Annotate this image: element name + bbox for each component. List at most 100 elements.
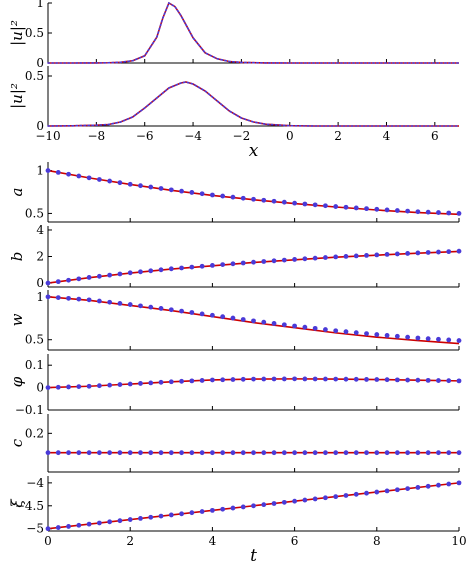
data-point <box>199 263 205 269</box>
data-point <box>281 199 287 205</box>
data-point <box>456 378 462 384</box>
x-tick-label: 6 <box>431 129 439 143</box>
data-point <box>425 336 431 342</box>
data-point <box>333 328 339 334</box>
data-point <box>353 253 359 259</box>
data-point <box>158 267 164 273</box>
data-point <box>353 330 359 336</box>
data-point <box>148 450 154 456</box>
data-point <box>76 522 82 528</box>
data-point <box>86 450 92 456</box>
data-point <box>210 450 215 456</box>
data-point <box>45 385 51 390</box>
data-point <box>271 501 277 506</box>
data-point <box>138 450 143 456</box>
data-point <box>210 312 215 318</box>
y-axis-label: b <box>8 252 26 262</box>
data-point <box>138 303 143 309</box>
data-point <box>302 256 308 262</box>
data-point <box>353 376 359 382</box>
data-point <box>271 376 277 382</box>
data-point <box>343 450 349 456</box>
panel-param-phi: −0.1 0 0.1 φ <box>8 354 462 417</box>
data-point <box>45 280 51 286</box>
series-numeric-line <box>47 81 459 127</box>
data-point <box>425 377 431 383</box>
data-point <box>446 249 452 255</box>
data-point <box>364 450 369 456</box>
data-point <box>436 482 441 488</box>
data-point <box>415 485 421 490</box>
data-point <box>261 319 267 325</box>
data-point <box>66 384 71 390</box>
data-point <box>292 498 297 504</box>
data-point <box>374 206 380 212</box>
x-tick-label: 4 <box>383 129 391 143</box>
data-point <box>96 383 102 389</box>
data-point <box>353 450 359 456</box>
data-point <box>312 255 318 261</box>
data-point <box>210 377 215 383</box>
data-point <box>86 521 92 527</box>
data-point <box>66 171 71 177</box>
data-point <box>86 383 92 389</box>
x-tick-label: 2 <box>334 129 342 143</box>
data-point <box>55 525 61 530</box>
data-point <box>86 275 92 280</box>
data-point <box>394 208 400 213</box>
data-point <box>55 450 61 456</box>
data-point <box>292 376 297 382</box>
data-point <box>138 183 143 189</box>
data-point <box>179 265 184 271</box>
data-point <box>251 376 256 382</box>
data-point <box>117 382 123 387</box>
data-point <box>127 181 133 187</box>
data-point <box>210 192 215 198</box>
data-point <box>168 512 174 518</box>
data-point <box>446 481 452 487</box>
data-point <box>138 269 143 275</box>
data-point <box>333 450 339 456</box>
data-point <box>45 526 51 532</box>
y-axis-label: w <box>8 313 26 326</box>
data-point <box>261 197 267 203</box>
data-point <box>127 381 133 387</box>
y-tick-label: 0.5 <box>25 333 44 347</box>
data-point <box>456 211 462 216</box>
data-point <box>374 252 380 258</box>
data-point <box>55 295 61 301</box>
data-point <box>456 338 462 343</box>
data-point <box>66 524 71 529</box>
y-tick-label: 0.5 <box>25 26 44 40</box>
data-point <box>148 514 154 520</box>
data-point <box>189 190 195 195</box>
data-point <box>240 504 246 510</box>
data-point <box>168 379 174 385</box>
panel-profile-final: 0 0.5 −10 −8 −6 −4 −2 0 2 4 6 |u|² x <box>8 66 460 161</box>
data-point <box>312 325 318 331</box>
data-point <box>117 180 123 186</box>
data-point <box>333 204 339 209</box>
data-point <box>343 376 349 382</box>
data-point <box>96 520 102 526</box>
data-point <box>179 450 184 456</box>
data-point <box>107 450 113 456</box>
data-point <box>384 207 390 213</box>
data-point <box>179 188 184 194</box>
data-point <box>323 255 328 260</box>
data-point <box>127 450 133 456</box>
data-point <box>240 450 246 456</box>
data-point <box>281 322 287 328</box>
data-point <box>127 517 133 522</box>
data-point <box>302 324 308 330</box>
data-point <box>312 496 318 502</box>
data-point <box>384 450 390 456</box>
y-tick-label: 0 <box>36 381 44 395</box>
data-point <box>45 294 51 300</box>
data-point <box>117 518 123 524</box>
data-point <box>158 379 164 385</box>
x-tick-label: 0 <box>44 534 52 548</box>
data-point <box>456 450 462 456</box>
data-point <box>271 258 277 264</box>
data-point <box>456 248 462 254</box>
